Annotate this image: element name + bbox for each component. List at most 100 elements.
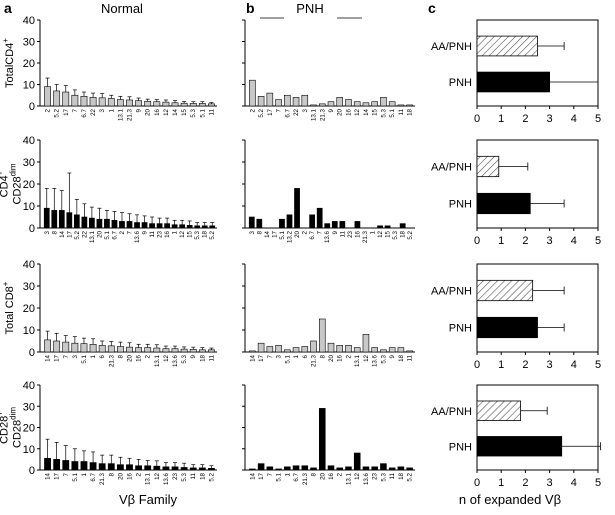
pa-r2-cat-19: 15 bbox=[187, 230, 194, 237]
pb-r4-cat-7: 8 bbox=[311, 472, 318, 476]
pc-r3-xtick-label-5: 5 bbox=[595, 359, 601, 371]
chart-pc-r1: 0 1 2 3 4 5 AA/PNH PNH bbox=[431, 19, 601, 125]
pb-r1-cat-11: 16 bbox=[345, 108, 352, 115]
pb-r4-cat-5: 6.7 bbox=[293, 472, 300, 481]
pb-r4-cat-13: 13.6 bbox=[363, 472, 370, 485]
pa-r2-bar-12 bbox=[134, 222, 140, 229]
pb-r2-cat-6: 20 bbox=[294, 230, 301, 237]
pa-r1-bar-17 bbox=[198, 103, 206, 107]
pb-r4-bar-5 bbox=[292, 465, 300, 471]
pa-r1-bar-18 bbox=[208, 103, 215, 107]
pb-r3-bar-15 bbox=[380, 349, 387, 353]
pb-r4-cat-10: 2 bbox=[337, 472, 344, 476]
pa-r2-cat-1: 8 bbox=[51, 230, 58, 234]
pb-r3-bar-2 bbox=[266, 346, 274, 353]
pa-r2-ytick-label-0: 0 bbox=[29, 223, 35, 235]
pa-r4-cat-17: 18 bbox=[199, 472, 206, 479]
pb-r3-cat-12: 13.1 bbox=[354, 354, 361, 367]
pa-r1-cat-0: 2 bbox=[45, 108, 52, 112]
pc-r1-xtick-label-4: 4 bbox=[571, 113, 577, 125]
pb-r2-cat-16: 1 bbox=[370, 230, 377, 234]
pb-r3-bar-17 bbox=[397, 347, 405, 353]
pa-r2-bar-17 bbox=[171, 224, 178, 229]
pc-r2-xtick-label-4: 4 bbox=[571, 235, 577, 247]
pa-r3-cat-13: 12 bbox=[163, 354, 170, 361]
pb-r1-bar-7 bbox=[310, 104, 317, 107]
pa-r1-cat-2: 17 bbox=[63, 108, 70, 115]
pb-r2-bar-4 bbox=[279, 218, 285, 229]
pa-r1-cat-8: 13.1 bbox=[117, 108, 124, 121]
pc-r2-cat-1: PNH bbox=[449, 199, 472, 211]
pb-r1-bar-14 bbox=[371, 101, 378, 107]
pb-r1-bar-17 bbox=[397, 104, 405, 107]
pa-r2-bar-9 bbox=[111, 220, 118, 229]
pa-r1-bar-14 bbox=[171, 102, 179, 107]
pa-r1-cat-15: 15 bbox=[181, 108, 188, 115]
pa-r1-bar-5 bbox=[89, 97, 97, 107]
pa-r1-cat-13: 12 bbox=[163, 108, 170, 115]
pb-r3-cat-2: 7 bbox=[267, 354, 274, 358]
pc-r3-xtick-label-0: 0 bbox=[474, 359, 480, 371]
pb-r2-bar-18 bbox=[384, 225, 391, 229]
pa-r1-bar-13 bbox=[162, 101, 170, 107]
pa-r4-bar-6 bbox=[98, 463, 106, 471]
pa-r3-bar-11 bbox=[144, 347, 152, 353]
pa-r3-bar-2 bbox=[62, 341, 70, 353]
pa-r3-ytick-label-40: 40 bbox=[23, 259, 35, 271]
pa-r1-cat-10: 9 bbox=[136, 108, 143, 112]
chart-pb-r3: 14 17 7 3 5.1 1 6 21.3 8 20 16 2 13.1 12 13.6 5.3 9 18 11 bbox=[242, 263, 415, 367]
pb-r3-cat-1: 17 bbox=[258, 354, 265, 361]
chart-pc-r4: 0 1 2 3 4 5 AA/PNH PNH bbox=[431, 384, 601, 489]
pc-r1-xtick-label-1: 1 bbox=[498, 113, 504, 125]
x-axis-label-left: Vβ Family bbox=[119, 492, 178, 507]
pb-r2-cat-9: 7 bbox=[317, 230, 324, 234]
pa-r3-cat-4: 5.1 bbox=[81, 354, 88, 363]
pa-r4-cat-15: 5.3 bbox=[181, 472, 188, 481]
pb-r1-cat-9: 9 bbox=[328, 108, 335, 112]
pa-r2-bar-8 bbox=[104, 218, 110, 229]
pb-r1-bar-8 bbox=[318, 103, 326, 107]
pb-r4-cat-0: 14 bbox=[249, 472, 256, 479]
pb-r4-cat-1: 17 bbox=[258, 472, 265, 479]
pa-r3-cat-1: 17 bbox=[54, 354, 61, 361]
pa-r1-cat-6: 3 bbox=[99, 108, 106, 112]
pb-r4-cat-4: 1 bbox=[284, 472, 291, 476]
pa-r3-bar-3 bbox=[71, 342, 79, 353]
pa-r2-bar-10 bbox=[119, 221, 125, 229]
pa-r3-bar-7 bbox=[107, 345, 115, 353]
pb-r2-bar-17 bbox=[377, 225, 383, 229]
pb-r3-bar-9 bbox=[327, 342, 335, 353]
pb-r2-cat-14: 16 bbox=[354, 230, 361, 237]
pb-r1-cat-5: 22 bbox=[293, 108, 300, 115]
pc-r1-xtick-label-2: 2 bbox=[522, 113, 528, 125]
pb-r4-cat-18: 5.2 bbox=[407, 472, 414, 481]
pa-r3-cat-10: 16 bbox=[136, 354, 143, 361]
pa-r2-cat-17: 1 bbox=[172, 230, 179, 234]
pb-r1-bar-3 bbox=[275, 99, 282, 107]
pb-r2-bar-9 bbox=[316, 207, 323, 229]
pb-r2-cat-5: 13.2 bbox=[287, 230, 294, 243]
pa-r3-ytick-label-0: 0 bbox=[29, 347, 35, 359]
pa-r2-ytick-label-20: 20 bbox=[23, 179, 35, 191]
pc-r4-frame bbox=[476, 384, 599, 471]
pb-r1-bar-15 bbox=[380, 97, 387, 107]
pc-r2-frame bbox=[476, 139, 599, 229]
pb-r4-bar-16 bbox=[388, 467, 396, 471]
pa-r4-ytick-label-0: 0 bbox=[29, 465, 35, 477]
pb-r4-cat-3: 5.1 bbox=[276, 472, 283, 481]
pb-r4-cat-2: 7 bbox=[267, 472, 274, 476]
pc-r4-xtick-label-5: 5 bbox=[595, 477, 601, 489]
pb-r4-bar-12 bbox=[353, 452, 361, 471]
pa-r2-cat-9: 6.7 bbox=[111, 230, 118, 239]
pb-r2-cat-7: 2 bbox=[302, 230, 309, 234]
pb-r3-cat-5: 1 bbox=[293, 354, 300, 358]
pb-r2-cat-13: 23 bbox=[347, 230, 354, 237]
pb-r3-bar-3 bbox=[275, 345, 282, 353]
pb-r4-bar-2 bbox=[266, 466, 274, 471]
pc-r4-xtick-label-0: 0 bbox=[474, 477, 480, 489]
pa-r1-bar-2 bbox=[62, 91, 70, 107]
